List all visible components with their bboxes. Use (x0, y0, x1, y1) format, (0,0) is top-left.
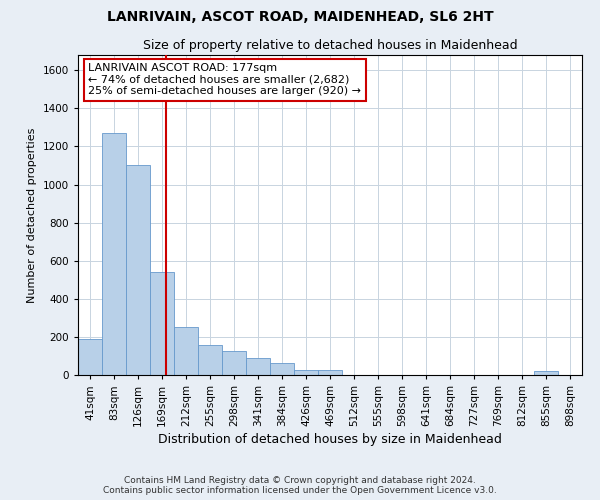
Bar (126, 166, 150, 375)
Bar (534, 371, 558, 375)
Bar (174, 328, 198, 375)
Y-axis label: Number of detached properties: Number of detached properties (27, 128, 37, 302)
Bar (222, 351, 246, 375)
X-axis label: Distribution of detached houses by size in Maidenhead: Distribution of detached houses by size … (158, 433, 502, 446)
Text: LANRIVAIN, ASCOT ROAD, MAIDENHEAD, SL6 2HT: LANRIVAIN, ASCOT ROAD, MAIDENHEAD, SL6 2… (107, 10, 493, 24)
Text: Contains HM Land Registry data © Crown copyright and database right 2024.
Contai: Contains HM Land Registry data © Crown c… (103, 476, 497, 495)
Bar (78, 339, 102, 375)
Bar (246, 358, 270, 375)
Bar (318, 370, 342, 375)
Title: Size of property relative to detached houses in Maidenhead: Size of property relative to detached ho… (143, 40, 517, 52)
Bar (294, 370, 318, 375)
Bar (102, 133, 126, 375)
Bar (150, 272, 174, 375)
Bar (198, 346, 222, 375)
Text: LANRIVAIN ASCOT ROAD: 177sqm
← 74% of detached houses are smaller (2,682)
25% of: LANRIVAIN ASCOT ROAD: 177sqm ← 74% of de… (88, 63, 361, 96)
Bar (270, 362, 294, 375)
